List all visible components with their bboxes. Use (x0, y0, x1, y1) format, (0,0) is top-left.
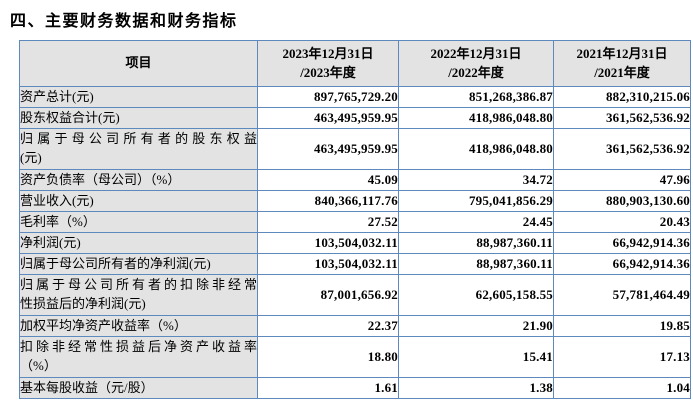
column-header-item: 项目 (19, 40, 258, 87)
table-row-debt-ratio: 资产负债率（母公司）（%） 45.09 34.72 47.96 (19, 169, 691, 191)
value-cell: 47.96 (553, 169, 691, 191)
column-header-2021: 2021年12月31日 /2021年度 (553, 40, 691, 87)
value-cell: 27.52 (257, 211, 399, 233)
table-row-equity-parent: 归属于母公司所有者的股东权益 (元) 463,495,959.95 418,98… (19, 128, 691, 170)
page-title: 四、主要财务数据和财务指标 (10, 13, 238, 30)
value-cell: 418,986,048.80 (398, 128, 554, 170)
column-header-2022-line1: 2022年12月31日 (430, 46, 522, 62)
value-cell: 66,942,914.36 (553, 232, 691, 254)
column-header-2023: 2023年12月31日 /2023年度 (257, 40, 399, 87)
value-cell: 21.90 (398, 315, 554, 337)
value-cell: 87,001,656.92 (257, 274, 399, 316)
value-cell: 1.61 (257, 377, 399, 399)
row-label-line2: （%） (20, 358, 57, 373)
value-cell: 45.09 (257, 169, 399, 191)
value-cell: 19.85 (553, 315, 691, 337)
table-row-gross-margin: 毛利率（%） 27.52 24.45 20.43 (19, 211, 691, 233)
value-cell: 880,903,130.60 (553, 190, 691, 212)
row-label: 资产总计(元) (19, 86, 258, 108)
row-label-line1: 扣除非经常性损益后净资产收益率 (20, 339, 257, 355)
value-cell: 88,987,360.11 (398, 232, 554, 254)
value-cell: 361,562,536.92 (553, 128, 691, 170)
value-cell: 18.80 (257, 336, 399, 378)
column-header-2021-line1: 2021年12月31日 (576, 46, 668, 62)
row-label: 扣除非经常性损益后净资产收益率 （%） (19, 336, 258, 378)
row-label: 资产负债率（母公司）（%） (19, 169, 258, 191)
table-row-net-profit-deducted: 归属于母公司所有者的扣除非经常 性损益后的净利润(元) 87,001,656.9… (19, 274, 691, 316)
value-cell: 795,041,856.29 (398, 190, 554, 212)
value-cell: 361,562,536.92 (553, 107, 691, 129)
table-row-weighted-roe: 加权平均净资产收益率（%） 22.37 21.90 19.85 (19, 315, 691, 337)
value-cell: 103,504,032.11 (257, 253, 399, 275)
table-row-deducted-roe: 扣除非经常性损益后净资产收益率 （%） 18.80 15.41 17.13 (19, 336, 691, 378)
row-label: 基本每股收益（元/股） (19, 377, 258, 399)
value-cell: 20.43 (553, 211, 691, 233)
value-cell: 22.37 (257, 315, 399, 337)
value-cell: 17.13 (553, 336, 691, 378)
value-cell: 463,495,959.95 (257, 128, 399, 170)
column-header-2022: 2022年12月31日 /2022年度 (398, 40, 554, 87)
row-label-line1: 归属于母公司所有者的股东权益 (20, 131, 257, 147)
table-row-net-profit: 净利润(元) 103,504,032.11 88,987,360.11 66,9… (19, 232, 691, 254)
row-label: 归属于母公司所有者的净利润(元) (19, 253, 258, 275)
value-cell: 15.41 (398, 336, 554, 378)
table-row-total-assets: 资产总计(元) 897,765,729.20 851,268,386.87 88… (19, 86, 691, 108)
value-cell: 882,310,215.06 (553, 86, 691, 108)
table-row-revenue: 营业收入(元) 840,366,117.76 795,041,856.29 88… (19, 190, 691, 212)
value-cell: 1.38 (398, 377, 554, 399)
row-label-line2: (元) (20, 150, 42, 165)
value-cell: 24.45 (398, 211, 554, 233)
row-label: 毛利率（%） (19, 211, 258, 233)
table-header-row: 项目 2023年12月31日 /2023年度 2022年12月31日 /2022… (19, 40, 691, 87)
row-label: 营业收入(元) (19, 190, 258, 212)
column-header-2023-line2: /2023年度 (300, 64, 356, 80)
row-label: 净利润(元) (19, 232, 258, 254)
row-label: 加权平均净资产收益率（%） (19, 315, 258, 337)
row-label: 归属于母公司所有者的扣除非经常 性损益后的净利润(元) (19, 274, 258, 316)
table-row-net-profit-parent: 归属于母公司所有者的净利润(元) 103,504,032.11 88,987,3… (19, 253, 691, 275)
value-cell: 840,366,117.76 (257, 190, 399, 212)
financial-indicators-table: 项目 2023年12月31日 /2023年度 2022年12月31日 /2022… (19, 40, 691, 399)
value-cell: 851,268,386.87 (398, 86, 554, 108)
value-cell: 57,781,464.49 (553, 274, 691, 316)
value-cell: 103,504,032.11 (257, 232, 399, 254)
column-header-2022-line2: /2022年度 (448, 64, 504, 80)
row-label: 股东权益合计(元) (19, 107, 258, 129)
value-cell: 88,987,360.11 (398, 253, 554, 275)
value-cell: 62,605,158.55 (398, 274, 554, 316)
value-cell: 897,765,729.20 (257, 86, 399, 108)
column-header-2021-line2: /2021年度 (594, 64, 650, 80)
row-label-line2: 性损益后的净利润(元) (20, 296, 146, 311)
column-header-2023-line1: 2023年12月31日 (282, 46, 374, 62)
value-cell: 34.72 (398, 169, 554, 191)
table-row-basic-eps: 基本每股收益（元/股） 1.61 1.38 1.04 (19, 377, 691, 399)
value-cell: 463,495,959.95 (257, 107, 399, 129)
value-cell: 418,986,048.80 (398, 107, 554, 129)
value-cell: 66,942,914.36 (553, 253, 691, 275)
row-label-line1: 归属于母公司所有者的扣除非经常 (20, 277, 257, 293)
table-row-total-equity: 股东权益合计(元) 463,495,959.95 418,986,048.80 … (19, 107, 691, 129)
value-cell: 1.04 (553, 377, 691, 399)
row-label: 归属于母公司所有者的股东权益 (元) (19, 128, 258, 170)
